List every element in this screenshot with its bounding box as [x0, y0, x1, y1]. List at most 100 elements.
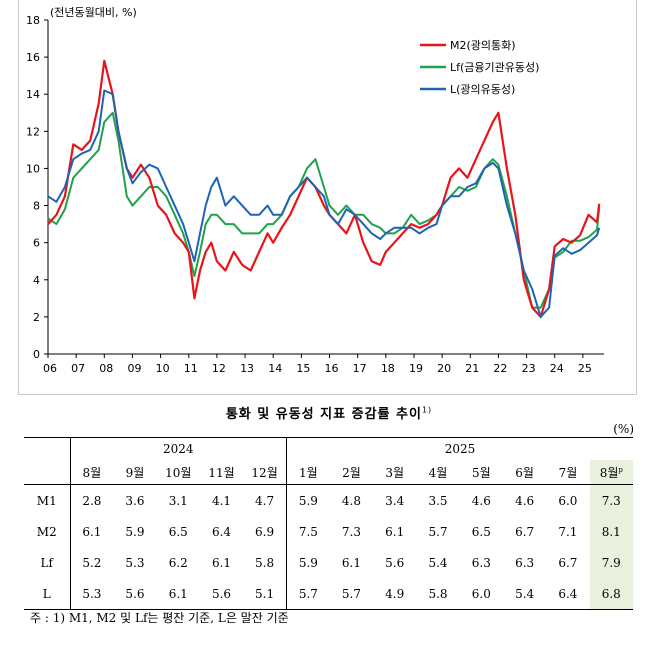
x-axis-ticks: 06 07 08 09 10 11 12 13 14 15 16 17 18 19 20 21 22 23 24 25 [43, 354, 592, 375]
month-header: 1월 [285, 460, 330, 485]
y-tick-label: 10 [26, 162, 40, 175]
y-tick-label: 14 [26, 88, 40, 101]
y-tick-label: 16 [26, 51, 40, 64]
x-tick-label: 20 [437, 362, 451, 375]
table-body: M1 2.8 3.6 3.1 4.1 4.7 5.9 4.8 3.4 3.5 4.6 4.6 6.0 7.… [24, 484, 633, 610]
row-label: L [24, 578, 70, 610]
table-cell: 6.1 [156, 578, 200, 610]
footnote: 주 : 1) M1, M2 및 Lf는 평잔 기준, L은 말잔 기준 [30, 611, 289, 625]
y-tick-label: 8 [33, 200, 40, 213]
table-cell: 6.7 [558, 555, 578, 570]
table-cell: 3.5 [428, 493, 448, 508]
table-cell: 7.1 [558, 524, 578, 539]
x-tick-label: 22 [493, 362, 507, 375]
table-cell: 8.1 [589, 516, 633, 547]
table-cell: 5.3 [125, 555, 145, 570]
x-tick-label: 17 [353, 362, 367, 375]
year-row: 2024 2025 [24, 437, 633, 460]
y-tick-label: 18 [26, 14, 40, 27]
x-tick-label: 14 [268, 362, 282, 375]
table-cell: 6.1 [341, 555, 361, 570]
table-row: Lf 5.2 5.3 6.2 6.1 5.8 5.9 6.1 5.6 5.4 6.3 6.3 6.7 7.… [24, 547, 633, 578]
x-tick-label: 16 [325, 362, 339, 375]
table-row: L 5.3 5.6 6.1 5.6 5.1 5.7 5.7 4.9 5.8 6.0 5.4 6.4 6.8 [24, 578, 633, 610]
month-header: 9월 [113, 460, 157, 485]
table-cell: 4.9 [373, 578, 417, 610]
month-header: 6월 [502, 460, 547, 485]
table-cell: 7.3 [341, 524, 361, 539]
table-cell: 6.3 [471, 555, 491, 570]
table-cell: 5.1 [243, 578, 287, 610]
legend-label: M2(광의통화) [450, 39, 516, 52]
table-cell: 2.8 [69, 484, 114, 516]
table-cell: 4.7 [255, 493, 275, 508]
series-lines [47, 59, 601, 318]
series-line [47, 59, 601, 318]
y-tick-label: 6 [33, 237, 40, 250]
month-header: 12월 [243, 460, 287, 485]
table-cell: 6.8 [589, 578, 633, 610]
table-cell: 7.9 [589, 547, 633, 578]
table-cell: 5.3 [69, 578, 114, 610]
table-cell: 5.2 [69, 547, 114, 578]
table-cell: 6.1 [211, 555, 232, 570]
table-cell: 4.6 [515, 493, 535, 508]
table-cell: 6.1 [69, 516, 114, 547]
table-cell: 3.1 [168, 493, 188, 508]
data-table: 2024 2025 8월 9월 10월 11월 12월 1월 2월 3월 4월 5월 6월 7월 8월p… [24, 437, 633, 610]
row-label: M1 [36, 493, 57, 508]
y-tick-label: 4 [33, 274, 40, 287]
series-line [47, 89, 601, 318]
corner-cell [24, 437, 70, 460]
table-cell: 6.1 [385, 524, 405, 539]
y-tick-label: 0 [33, 348, 40, 361]
table-cell: 7.3 [589, 484, 633, 516]
table-title: 통화 및 유동성 지표 증감률 추이1) [225, 405, 433, 422]
table-cell: 3.6 [125, 493, 145, 508]
table-cell: 3.4 [385, 493, 405, 508]
month-header: 5월 [459, 460, 503, 485]
table-cell: 5.6 [199, 578, 244, 610]
month-header: 8월 [69, 460, 114, 485]
table-cell: 4.6 [471, 493, 491, 508]
table-cell: 5.6 [385, 555, 405, 570]
table-cell: 6.2 [168, 555, 188, 570]
x-tick-label: 25 [578, 362, 592, 375]
month-header: 3월 [373, 460, 417, 485]
x-tick-label: 23 [522, 362, 536, 375]
x-tick-label: 07 [71, 362, 85, 375]
x-tick-label: 12 [212, 362, 226, 375]
month-header: 10월 [156, 460, 200, 485]
table-cell: 5.8 [255, 555, 275, 570]
chart-frame [18, 0, 637, 395]
table-cell: 5.9 [125, 524, 145, 539]
table-cell: 6.5 [168, 524, 188, 539]
table-cell: 5.4 [428, 555, 448, 570]
month-header: 11월 [199, 460, 244, 485]
table-cell: 5.4 [502, 578, 547, 610]
table-cell: 6.3 [515, 555, 535, 570]
table-cell: 6.0 [459, 578, 503, 610]
y-axis-ticks: 0 2 4 6 8 10 12 14 16 18 [26, 14, 48, 361]
table-row: M2 6.1 5.9 6.5 6.4 6.9 7.5 7.3 6.1 5.7 6.5 6.7 7.1 8.… [24, 516, 633, 547]
table-unit: (%) [613, 422, 634, 436]
corner-cell [24, 460, 70, 485]
x-tick-label: 09 [127, 362, 141, 375]
year-header: 2024 [69, 437, 287, 460]
row-label: Lf [40, 555, 53, 570]
table-cell: 6.4 [546, 578, 590, 610]
table-cell: 5.7 [285, 578, 330, 610]
x-tick-label: 10 [156, 362, 170, 375]
table-cell: 5.9 [285, 547, 330, 578]
month-header: 7월 [546, 460, 590, 485]
table-cell: 5.9 [285, 484, 330, 516]
x-tick-label: 24 [550, 362, 564, 375]
row-label: M2 [36, 524, 57, 539]
x-tick-label: 18 [381, 362, 395, 375]
table-cell: 6.7 [515, 524, 535, 539]
x-tick-label: 08 [99, 362, 113, 375]
legend-label: Lf(금융기관유동성) [450, 61, 539, 74]
table-cell: 7.5 [285, 516, 330, 547]
x-tick-label: 13 [240, 362, 254, 375]
x-tick-label: 19 [409, 362, 423, 375]
